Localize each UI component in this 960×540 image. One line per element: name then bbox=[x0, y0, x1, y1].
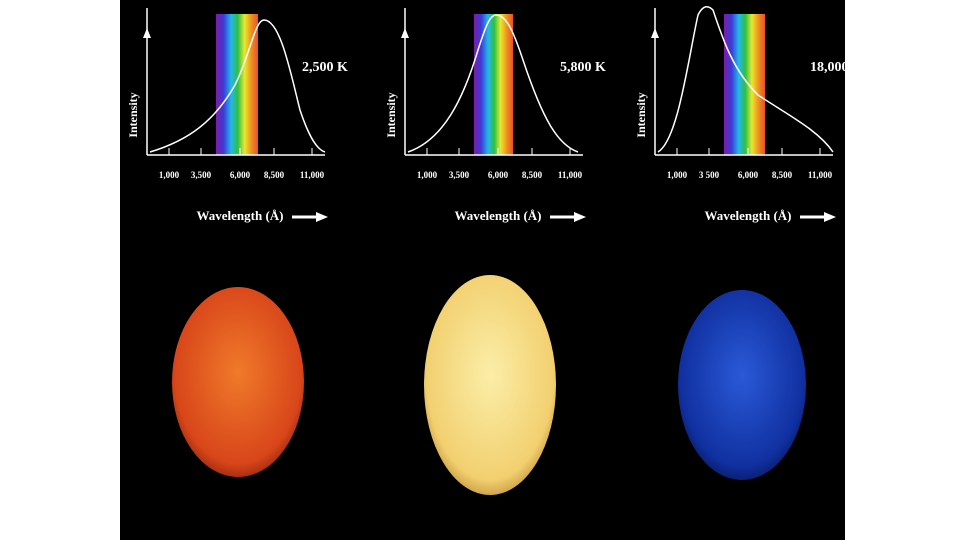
blackbody-curve bbox=[657, 5, 834, 153]
y-arrow bbox=[401, 28, 409, 38]
x-tick-label: 6,000 bbox=[738, 170, 759, 180]
x-tick-label: 8,500 bbox=[522, 170, 543, 180]
visible-band bbox=[724, 14, 765, 155]
x-tick-label: 3 500 bbox=[699, 170, 720, 180]
blackbody-curve bbox=[149, 19, 326, 153]
x-tick-label: 3,500 bbox=[191, 170, 212, 180]
x-label: Wavelength (Å) bbox=[704, 208, 791, 223]
red-star bbox=[172, 287, 304, 477]
x-arrow-head bbox=[824, 212, 836, 222]
x-tick-label: 8,500 bbox=[264, 170, 285, 180]
corner bbox=[845, 510, 960, 540]
yellow-star bbox=[424, 275, 556, 495]
x-tick-label: 1,000 bbox=[417, 170, 438, 180]
x-label: Wavelength (Å) bbox=[454, 208, 541, 223]
x-tick-label: 6,000 bbox=[230, 170, 251, 180]
x-tick-label: 11,000 bbox=[300, 170, 325, 180]
x-label: Wavelength (Å) bbox=[196, 208, 283, 223]
x-arrow-head bbox=[574, 212, 586, 222]
blue-star bbox=[678, 290, 806, 480]
visible-band bbox=[216, 14, 258, 155]
y-arrow bbox=[651, 28, 659, 38]
y-arrow bbox=[143, 28, 151, 38]
y-label: Intensity bbox=[634, 92, 648, 137]
x-tick-label: 1,000 bbox=[667, 170, 688, 180]
x-arrow-head bbox=[316, 212, 328, 222]
spectrum-panel: 18,000 K Intensity 1,000 3 500 6,000 8,500 11,… bbox=[634, 5, 863, 223]
spectrum-panel: 5,800 K Intensity 1,000 3,500 6,000 8,500 11,0… bbox=[384, 8, 606, 223]
temperature: 18,000 K bbox=[810, 60, 863, 75]
x-tick-label: 6,000 bbox=[488, 170, 509, 180]
x-tick-label: 11,000 bbox=[558, 170, 583, 180]
temperature: 5,800 K bbox=[560, 60, 606, 75]
x-tick-label: 8,500 bbox=[772, 170, 793, 180]
y-label: Intensity bbox=[384, 92, 398, 137]
y-label: Intensity bbox=[126, 92, 140, 137]
visible-band bbox=[474, 14, 513, 155]
blackbody-curve bbox=[407, 14, 579, 153]
x-tick-label: 3,500 bbox=[449, 170, 470, 180]
x-tick-label: 11,000 bbox=[808, 170, 833, 180]
x-tick-label: 1,000 bbox=[159, 170, 180, 180]
spectrum-panel: 2,500 K Intensity 1,000 3,500 6,000 8,500 11,0… bbox=[126, 8, 348, 223]
temperature: 2,500 K bbox=[302, 60, 348, 75]
